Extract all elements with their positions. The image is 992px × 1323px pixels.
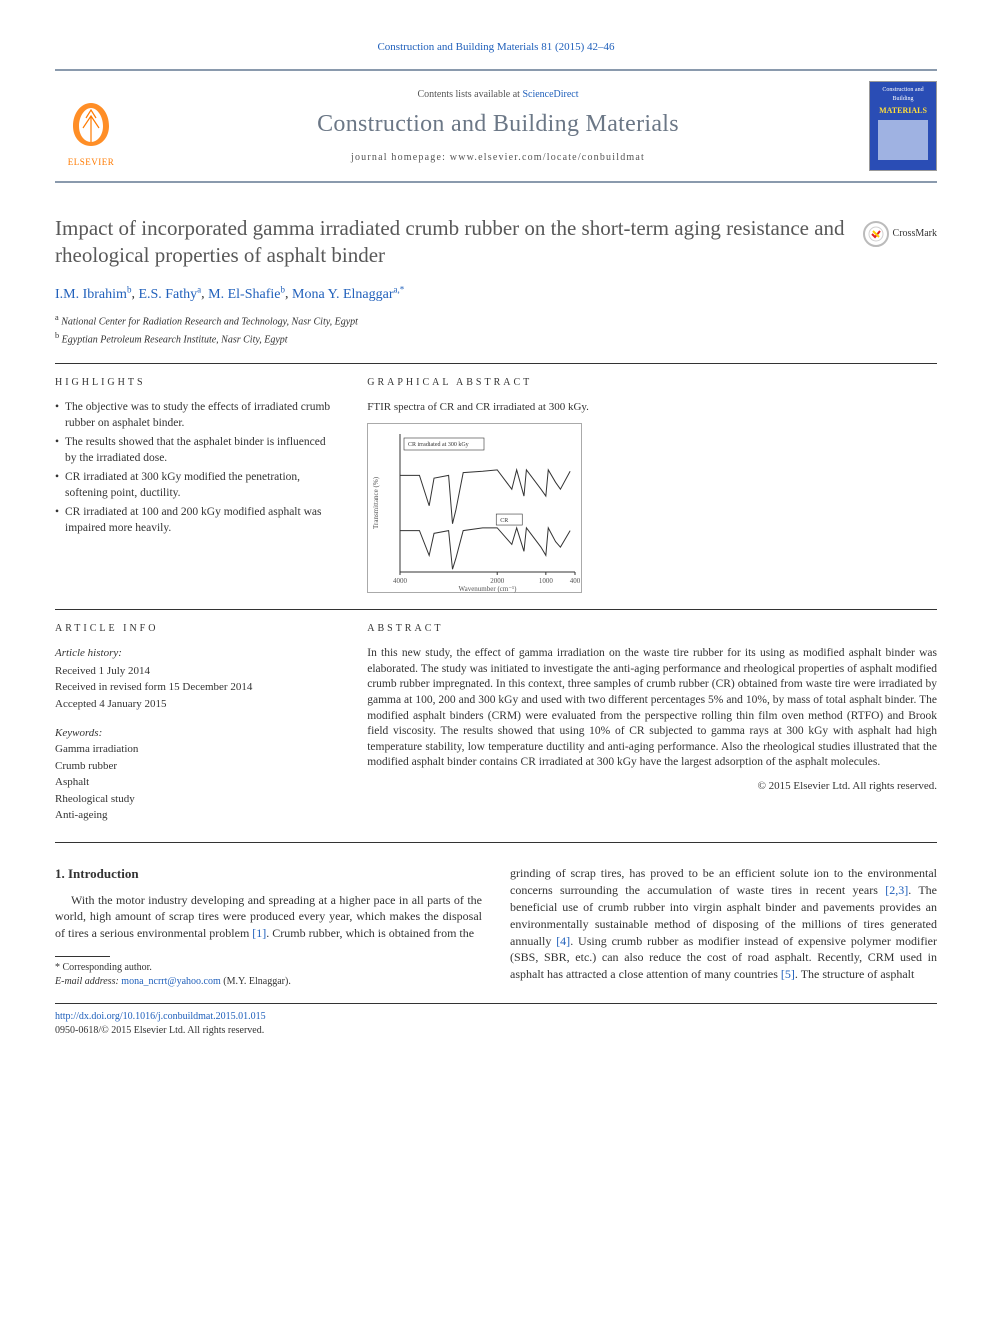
- highlights-list: The objective was to study the effects o…: [55, 400, 337, 536]
- graphical-abstract-figure: 4000 2000 1000 400 Wavenumber (cm⁻¹) Transmit…: [367, 423, 582, 593]
- svg-text:400: 400: [570, 577, 581, 585]
- divider: [55, 842, 937, 843]
- crossmark-label: CrossMark: [893, 227, 937, 241]
- svg-text:Transmittance (%): Transmittance (%): [372, 477, 380, 530]
- svg-text:Wavenumber (cm⁻¹): Wavenumber (cm⁻¹): [459, 585, 518, 593]
- issn-copyright: 0950-0618/© 2015 Elsevier Ltd. All right…: [55, 1025, 264, 1036]
- footer-divider: [55, 1003, 937, 1004]
- highlight-item: The results showed that the asphalet bin…: [55, 435, 337, 466]
- author-list: I.M. Ibrahimb, E.S. Fathya, M. El-Shafie…: [55, 283, 937, 304]
- intro-paragraph-col2: grinding of scrap tires, has proved to b…: [510, 865, 937, 983]
- author-affil-sup: b: [127, 284, 132, 294]
- divider: [55, 609, 937, 610]
- svg-text:2000: 2000: [490, 577, 505, 585]
- cover-image-placeholder: [878, 120, 928, 160]
- cover-line2: MATERIALS: [879, 105, 927, 116]
- history-line: Received 1 July 2014: [55, 664, 337, 679]
- homepage-prefix: journal homepage:: [351, 152, 450, 163]
- email-author: (M.Y. Elnaggar).: [221, 976, 291, 987]
- homepage-url[interactable]: www.elsevier.com/locate/conbuildmat: [450, 152, 645, 163]
- history-line: Received in revised form 15 December 201…: [55, 680, 337, 695]
- svg-text:1000: 1000: [539, 577, 554, 585]
- highlight-item: CR irradiated at 300 kGy modified the pe…: [55, 470, 337, 501]
- corresponding-email-link[interactable]: mona_ncrrt@yahoo.com: [121, 976, 220, 987]
- author-link[interactable]: E.S. Fathy: [138, 287, 197, 302]
- highlight-item: CR irradiated at 100 and 200 kGy modifie…: [55, 505, 337, 536]
- journal-homepage: journal homepage: www.elsevier.com/locat…: [145, 151, 851, 165]
- abstract-text: In this new study, the effect of gamma i…: [367, 646, 937, 770]
- keyword-item: Crumb rubber: [55, 759, 337, 774]
- author-link[interactable]: Mona Y. Elnaggar: [292, 287, 393, 302]
- highlights-label: HIGHLIGHTS: [55, 376, 337, 390]
- history-line: Accepted 4 January 2015: [55, 697, 337, 712]
- elsevier-logo: ELSEVIER: [55, 84, 127, 169]
- elsevier-tree-icon: [61, 98, 121, 153]
- graphical-abstract-label: GRAPHICAL ABSTRACT: [367, 376, 937, 390]
- section-heading-intro: 1. Introduction: [55, 865, 482, 883]
- copyright-line: © 2015 Elsevier Ltd. All rights reserved…: [367, 779, 937, 794]
- corresponding-separator: [55, 956, 110, 957]
- journal-reference: Construction and Building Materials 81 (…: [55, 40, 937, 55]
- keyword-item: Gamma irradiation: [55, 742, 337, 757]
- corresponding-label: * Corresponding author.: [55, 961, 482, 975]
- svg-text:CR: CR: [500, 518, 508, 524]
- elsevier-name: ELSEVIER: [68, 156, 115, 169]
- graphical-abstract-caption: FTIR spectra of CR and CR irradiated at …: [367, 400, 937, 415]
- keyword-item: Anti-ageing: [55, 808, 337, 823]
- article-title: Impact of incorporated gamma irradiated …: [55, 215, 849, 269]
- crossmark-badge[interactable]: CrossMark: [863, 221, 937, 247]
- article-info-label: ARTICLE INFO: [55, 622, 337, 636]
- crossmark-icon: [868, 226, 884, 242]
- sciencedirect-link[interactable]: ScienceDirect: [522, 89, 578, 100]
- corresponding-author: * Corresponding author. E-mail address: …: [55, 961, 482, 989]
- affiliation-line: b Egyptian Petroleum Research Institute,…: [55, 330, 937, 347]
- journal-cover-thumbnail: Construction and Building MATERIALS: [869, 81, 937, 171]
- svg-text:4000: 4000: [393, 577, 408, 585]
- author-link[interactable]: M. El-Shafie: [208, 287, 280, 302]
- contents-prefix: Contents lists available at: [417, 89, 522, 100]
- keyword-item: Asphalt: [55, 775, 337, 790]
- article-info: Article history: Received 1 July 2014Rec…: [55, 646, 337, 823]
- contents-available-line: Contents lists available at ScienceDirec…: [145, 88, 851, 102]
- footer: http://dx.doi.org/10.1016/j.conbuildmat.…: [55, 1010, 937, 1038]
- divider: [55, 363, 937, 364]
- keywords-label: Keywords:: [55, 726, 337, 741]
- history-label: Article history:: [55, 646, 337, 661]
- affiliation-line: a National Center for Radiation Research…: [55, 312, 937, 329]
- journal-name: Construction and Building Materials: [145, 108, 851, 142]
- author-affil-sup: a,*: [393, 284, 404, 294]
- citation-ref[interactable]: [1]: [252, 926, 266, 940]
- author-affil-sup: a: [197, 284, 201, 294]
- citation-ref[interactable]: [4]: [556, 934, 570, 948]
- abstract-label: ABSTRACT: [367, 622, 937, 636]
- cover-line1: Construction and Building: [874, 86, 932, 103]
- author-affil-sup: b: [281, 284, 286, 294]
- intro-paragraph-col1: With the motor industry developing and s…: [55, 892, 482, 942]
- doi-link[interactable]: http://dx.doi.org/10.1016/j.conbuildmat.…: [55, 1011, 266, 1022]
- keyword-item: Rheological study: [55, 792, 337, 807]
- ftir-chart: 4000 2000 1000 400 Wavenumber (cm⁻¹) Transmit…: [368, 424, 583, 594]
- citation-ref[interactable]: [2,3]: [885, 883, 908, 897]
- citation-ref[interactable]: [5]: [781, 967, 795, 981]
- affiliations: a National Center for Radiation Research…: [55, 312, 937, 347]
- journal-header: ELSEVIER Contents lists available at Sci…: [55, 69, 937, 183]
- author-link[interactable]: I.M. Ibrahim: [55, 287, 127, 302]
- svg-text:CR irradiated at 300 kGy: CR irradiated at 300 kGy: [408, 442, 469, 448]
- email-label: E-mail address:: [55, 976, 121, 987]
- highlight-item: The objective was to study the effects o…: [55, 400, 337, 431]
